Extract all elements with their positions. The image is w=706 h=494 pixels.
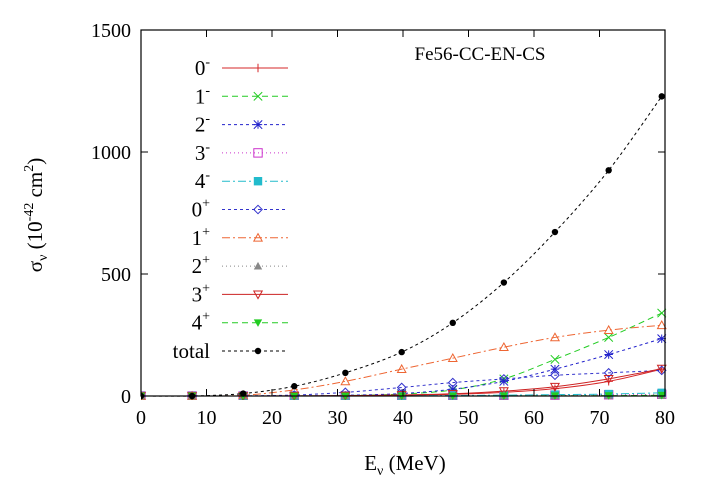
legend-marker: [253, 204, 263, 215]
y-axis-close: ): [23, 158, 47, 165]
y-axis-subscript: ν: [36, 255, 51, 261]
legend-item-4-plus: 4+: [192, 310, 288, 335]
data-point-1-plus: [656, 320, 667, 330]
y-tick-label: 500: [101, 264, 131, 286]
data-point-3-plus: [549, 382, 561, 392]
data-point-1-plus: [549, 332, 561, 342]
legend-marker: [253, 148, 263, 158]
legend-item-3-minus: 3-: [195, 140, 288, 165]
x-tick-label: 40: [393, 407, 413, 429]
legend-marker: [252, 290, 264, 300]
legend-item-3-plus: 3+: [192, 281, 288, 306]
legend-label: 4+: [192, 310, 211, 335]
y-axis-exp: -42: [22, 203, 37, 222]
data-point-1-minus: [550, 354, 560, 364]
legend-label: 3-: [195, 140, 211, 165]
legend-label: 2-: [195, 112, 211, 137]
y-tick-label: 1000: [91, 142, 131, 164]
data-point-2-minus: [448, 384, 458, 394]
data-point-3-plus: [603, 375, 614, 385]
data-point-1-plus: [396, 363, 407, 374]
legend-item-1-minus: 1-: [195, 83, 288, 108]
legend-item-0-minus: 0-: [195, 55, 288, 80]
legend-item-total: total: [173, 339, 288, 363]
x-tick-label: 10: [197, 407, 217, 429]
legend-label: 2+: [192, 253, 211, 278]
data-point-0-plus: [447, 377, 458, 388]
legend-label: 1+: [192, 225, 211, 250]
legend-item-4-minus: 4-: [195, 168, 288, 193]
plot-frame: [140, 29, 666, 397]
chart-title: Fe56-CC-EN-CS: [415, 44, 546, 65]
data-point-1-minus: [604, 332, 614, 342]
x-tick-label: 70: [590, 407, 610, 429]
data-point-2-minus: [499, 376, 509, 386]
data-point-0-plus: [498, 374, 509, 384]
legend-marker: [253, 177, 263, 186]
x-axis-subscript: ν: [377, 464, 383, 479]
data-point-3-plus: [656, 364, 667, 374]
y-axis-symbol: σ: [23, 261, 47, 272]
y-axis-open: (10: [23, 221, 47, 249]
x-tick-label: 80: [655, 407, 675, 429]
legend-marker: [253, 319, 263, 327]
legend-label: 0-: [195, 55, 211, 80]
series-line-total: [141, 96, 663, 397]
x-axis-title: Eν (MeV): [364, 451, 446, 479]
legend-marker: [252, 232, 264, 242]
data-point-1-plus: [498, 341, 509, 352]
y-tick-label: 1500: [91, 20, 131, 42]
x-tick-label: 60: [524, 407, 544, 429]
legend-label: 0+: [192, 197, 211, 222]
data-point-total: [449, 319, 456, 326]
x-tick-label: 0: [136, 407, 146, 429]
legend-item-2-plus: 2+: [192, 253, 288, 278]
y-axis-mid: cm: [23, 172, 47, 203]
data-point-1-plus: [340, 376, 351, 386]
data-point-total: [605, 167, 612, 174]
legend-label: 1-: [195, 83, 211, 108]
legend-marker: [253, 63, 263, 73]
x-tick-label: 30: [328, 407, 348, 429]
data-point-total: [658, 93, 665, 100]
legend-label: 3+: [192, 281, 211, 306]
data-point-total: [239, 390, 247, 397]
legend-item-0-plus: 0+: [192, 197, 288, 222]
legend-item-1-plus: 1+: [192, 225, 288, 250]
data-point-total: [500, 279, 508, 286]
legend-item-2-minus: 2-: [195, 112, 288, 137]
legend-marker: [253, 120, 263, 130]
legend-marker: [253, 91, 263, 101]
data-point-total: [342, 369, 349, 377]
legend-marker: [254, 347, 262, 355]
data-point-0-plus: [603, 367, 614, 378]
data-point-2-minus: [550, 364, 560, 374]
series-layer: [141, 93, 667, 400]
data-point-3-plus: [498, 387, 509, 397]
x-axis-symbol: E: [364, 451, 377, 475]
series-total: [141, 93, 665, 400]
data-point-total: [551, 228, 559, 236]
data-point-total: [291, 383, 298, 390]
data-point-2-minus: [604, 349, 614, 360]
y-axis-exp2: 2: [22, 165, 37, 172]
data-point-total: [398, 348, 405, 356]
x-axis-unit: (MeV): [389, 451, 446, 475]
ticks-layer: 0 10 20 30 40 50 60 70 80 0 500 1000 1500: [91, 20, 675, 429]
legend: 0- 1- 2- 3- 4- 0+ 1+ 2+ 3+ 4+ total: [173, 55, 288, 363]
series-line-0-plus: [141, 369, 662, 397]
legend-label: 4-: [195, 168, 211, 193]
data-point-1-plus: [603, 324, 614, 334]
data-point-2-minus: [657, 334, 667, 344]
legend-label: total: [173, 339, 210, 363]
x-tick-label: 50: [459, 407, 479, 429]
data-point-1-plus: [447, 352, 458, 363]
data-point-0-plus: [550, 370, 560, 381]
y-tick-label: 0: [121, 386, 131, 408]
legend-marker: [253, 261, 263, 270]
x-tick-label: 20: [262, 407, 282, 429]
series-2-minus: [141, 334, 667, 400]
y-axis-title: σν (10-42 cm2): [22, 158, 51, 273]
